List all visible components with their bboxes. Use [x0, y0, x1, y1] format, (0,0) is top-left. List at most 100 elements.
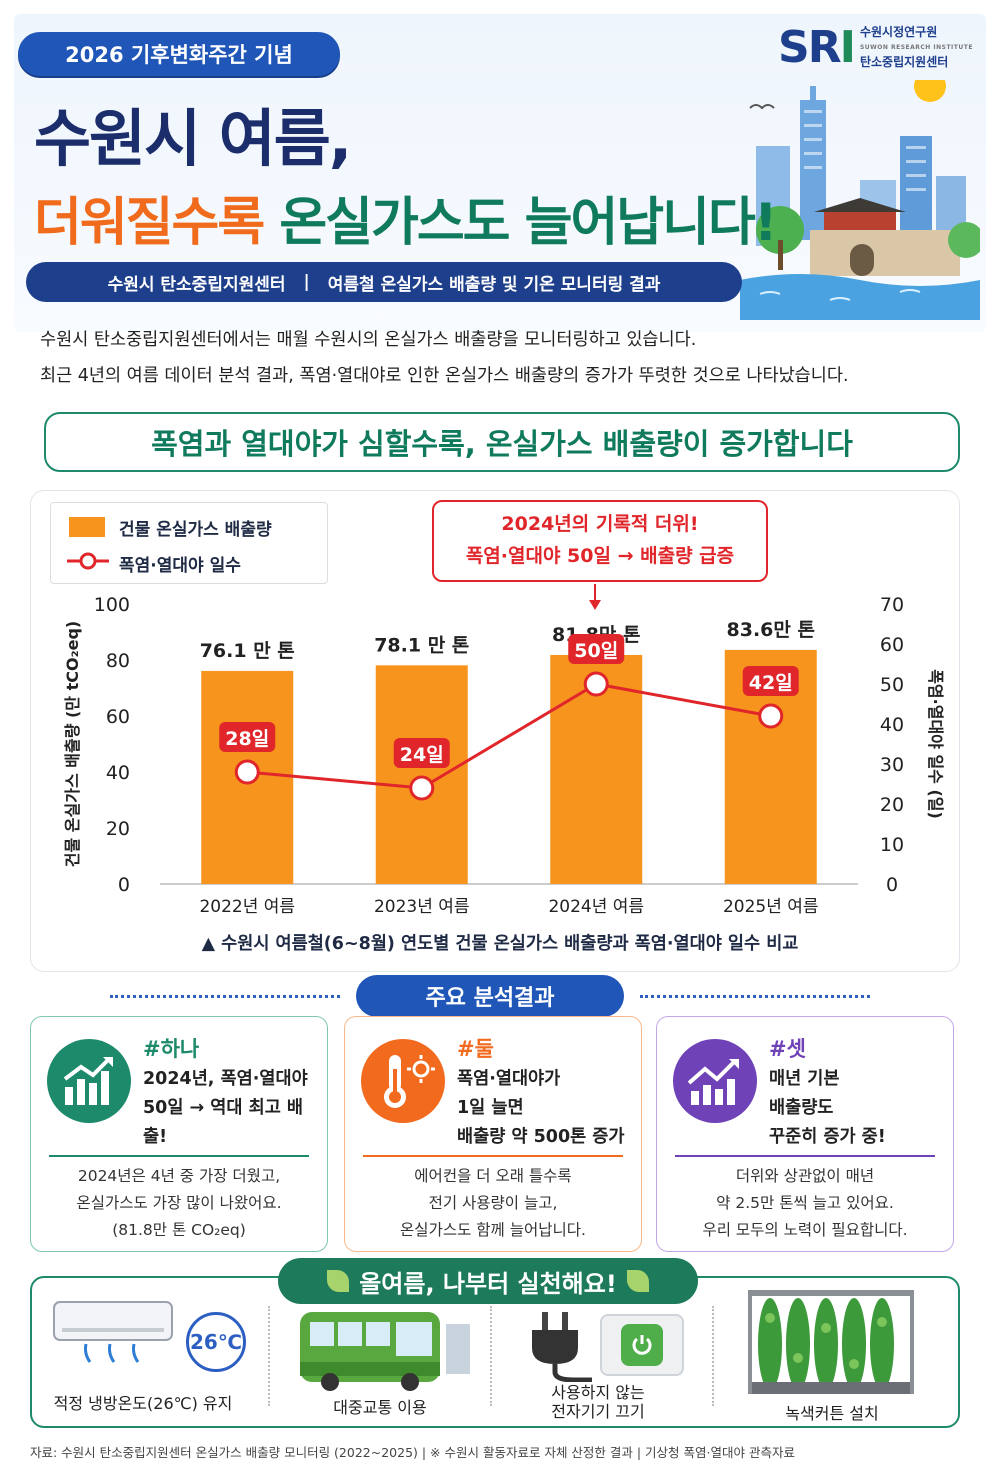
legend-line-swatch	[67, 552, 109, 570]
practice-divider	[268, 1306, 270, 1406]
card-headline: 폭염·열대야가 1일 늘면 배출량 약 500톤 증가	[457, 1069, 625, 1147]
card-body: 에어컨을 더 오래 틀수록 전기 사용량이 늘고, 온실가스도 함께 늘어납니다…	[400, 1167, 586, 1239]
line-point	[583, 671, 609, 697]
y-axis-title: 건물 온실가스 배출량 (만 tCO₂eq)	[63, 621, 82, 867]
bar-value-label: 83.6만 톤	[727, 619, 815, 641]
intro-line1: 수원시 탄소중립지원센터에서는 매월 수원시의 온실가스 배출량을 모니터링하고…	[40, 330, 697, 350]
point-label: 24일	[400, 744, 444, 766]
callout-line1: 2024년의 기록적 더위!	[501, 513, 699, 535]
result-card-3: #셋 매년 기본 배출량도 꾸준히 증가 중! 더위와 상관없이 매년 약 2.…	[656, 1016, 954, 1252]
practice-label-transit: 대중교통 이용	[333, 1398, 427, 1417]
subtitle-left: 수원시 탄소중립지원센터	[107, 274, 286, 295]
event-badge: 2026 기후변화주간 기념	[18, 32, 340, 76]
title-highlight: 더워질수록	[34, 193, 265, 253]
logo-institute-en: SUWON RESEARCH INSTITUTE	[859, 44, 973, 51]
green-curtain-icon	[748, 1290, 914, 1394]
point-label: 50일	[574, 640, 618, 662]
x-tick-label: 2024년 여름	[548, 897, 644, 917]
legend-bar-label: 건물 온실가스 배출량	[119, 520, 272, 540]
y2-tick-label: 70	[880, 594, 904, 616]
subtitle-right: 여름철 온실가스 배출량 및 기온 모니터링 결과	[327, 274, 661, 295]
sri-logo: SRI 수원시정연구원 SUWON RESEARCH INSTITUTE 탄소중…	[778, 22, 973, 73]
city-illustration	[740, 80, 980, 320]
thermometer-sun-icon	[361, 1039, 445, 1123]
intro-line2: 최근 4년의 여름 데이터 분석 결과, 폭염·열대야로 인한 온실가스 배출량…	[40, 366, 849, 386]
x-tick-label: 2025년 여름	[723, 897, 819, 917]
subtitle-separator: |	[303, 272, 310, 292]
y-tick-label: 20	[106, 818, 130, 840]
point-label-bg	[219, 722, 276, 752]
plug-icon	[532, 1312, 592, 1382]
legend-bar-swatch	[69, 517, 105, 537]
practice-label-unplug: 사용하지 않는 전자기기 끄기	[551, 1383, 645, 1421]
chart-legend: 건물 온실가스 배출량 폭염·열대야 일수	[50, 502, 328, 584]
card-number: #셋	[769, 1037, 806, 1061]
practice-label-curtain: 녹색커튼 설치	[785, 1404, 879, 1423]
y-tick-label: 100	[94, 594, 130, 616]
power-switch-icon	[600, 1314, 684, 1376]
line-point	[234, 759, 260, 785]
y-tick-label: 80	[106, 650, 130, 672]
logo-center: 탄소중립지원센터	[859, 55, 949, 69]
subtitle-bar: 수원시 탄소중립지원센터 | 여름철 온실가스 배출량 및 기온 모니터링 결과	[26, 262, 742, 302]
y-tick-label: 0	[118, 874, 130, 896]
divider-dots-left	[110, 995, 340, 998]
page-title-line1: 수원시 여름,	[34, 102, 352, 175]
y-tick-label: 60	[106, 706, 130, 728]
legend-line-label: 폭염·열대야 일수	[119, 556, 241, 576]
card-divider	[675, 1155, 935, 1157]
card-divider	[363, 1155, 623, 1157]
card-number: #둘	[457, 1037, 494, 1061]
card-headline: 2024년, 폭염·열대야 50일 → 역대 최고 배출!	[143, 1069, 308, 1147]
results-title: 주요 분석결과	[356, 975, 624, 1017]
point-label: 28일	[225, 728, 269, 750]
y2-tick-label: 0	[886, 874, 898, 896]
practice-title: 올여름, 나부터 실천해요!	[278, 1258, 698, 1304]
result-card-1: #하나 2024년, 폭염·열대야 50일 → 역대 최고 배출! 2024년은…	[30, 1016, 328, 1252]
headline-box: 폭염과 열대야가 심할수록, 온실가스 배출량이 증가합니다	[44, 412, 960, 472]
trend-up-icon	[673, 1039, 757, 1123]
leaf-icon	[626, 1270, 649, 1292]
card-body: 더위와 상관없이 매년 약 2.5만 톤씩 늘고 있어요. 우리 모두의 노력이…	[702, 1167, 908, 1239]
callout-line2: 폭염·열대야 50일 → 배출량 급증	[465, 545, 735, 567]
logo-institute: 수원시정연구원	[859, 25, 938, 39]
chart-plot: 0 20 40 60 80 100 0 10 20 30 40 50 60 70 건물 온실가스 배출량 (…	[63, 584, 945, 917]
y2-tick-label: 50	[880, 674, 904, 696]
series-line	[247, 682, 772, 790]
y2-tick-label: 10	[880, 834, 904, 856]
leaf-icon	[327, 1270, 350, 1292]
card-headline: 매년 기본 배출량도 꾸준히 증가 중!	[769, 1069, 886, 1147]
bus-icon	[300, 1312, 470, 1391]
y2-axis-title: 폭염·열대야 일수 (일)	[926, 669, 945, 819]
source-footer: 자료: 수원시 탄소중립지원센터 온실가스 배출량 모니터링 (2022~202…	[30, 1445, 795, 1460]
point-label-bg	[393, 738, 450, 768]
page-title-line2: 더워질수록 온실가스도 늘어납니다!	[34, 180, 778, 255]
card-number: #하나	[143, 1037, 200, 1061]
bar	[375, 665, 468, 884]
x-tick-label: 2022년 여름	[199, 897, 295, 917]
practice-label-cooling: 적정 냉방온도(26℃) 유지	[53, 1394, 233, 1413]
y2-tick-label: 30	[880, 754, 904, 776]
x-tick-label: 2023년 여름	[374, 897, 470, 917]
card-body: 2024년은 4년 중 가장 더웠고, 온실가스도 가장 많이 나왔어요. (8…	[76, 1167, 282, 1239]
y2-tick-label: 40	[880, 714, 904, 736]
bar-value-label: 78.1 만 톤	[374, 634, 469, 656]
practice-divider	[490, 1306, 492, 1406]
growth-chart-icon	[47, 1039, 131, 1123]
intro-text: 수원시 탄소중립지원센터에서는 매월 수원시의 온실가스 배출량을 모니터링하고…	[40, 322, 849, 394]
logo-mark: SRI	[778, 22, 856, 73]
point-label: 42일	[749, 672, 793, 694]
chart-callout: 2024년의 기록적 더위! 폭염·열대야 50일 → 배출량 급증	[432, 500, 768, 582]
title-rest: 온실가스도 늘어납니다!	[279, 193, 777, 253]
line-point	[409, 775, 435, 801]
point-label-bg	[568, 634, 625, 664]
air-conditioner-icon	[53, 1301, 173, 1363]
y-tick-label: 40	[106, 762, 130, 784]
temperature-badge: 26℃	[186, 1312, 246, 1372]
bar-value-label: 76.1 만 톤	[200, 640, 295, 662]
divider-dots-right	[640, 995, 870, 998]
y2-tick-label: 60	[880, 634, 904, 656]
callout-arrow-head	[589, 600, 601, 610]
chart-caption: ▲ 수원시 여름철(6~8월) 연도별 건물 온실가스 배출량과 폭염·열대야 …	[201, 934, 799, 954]
card-divider	[49, 1155, 309, 1157]
